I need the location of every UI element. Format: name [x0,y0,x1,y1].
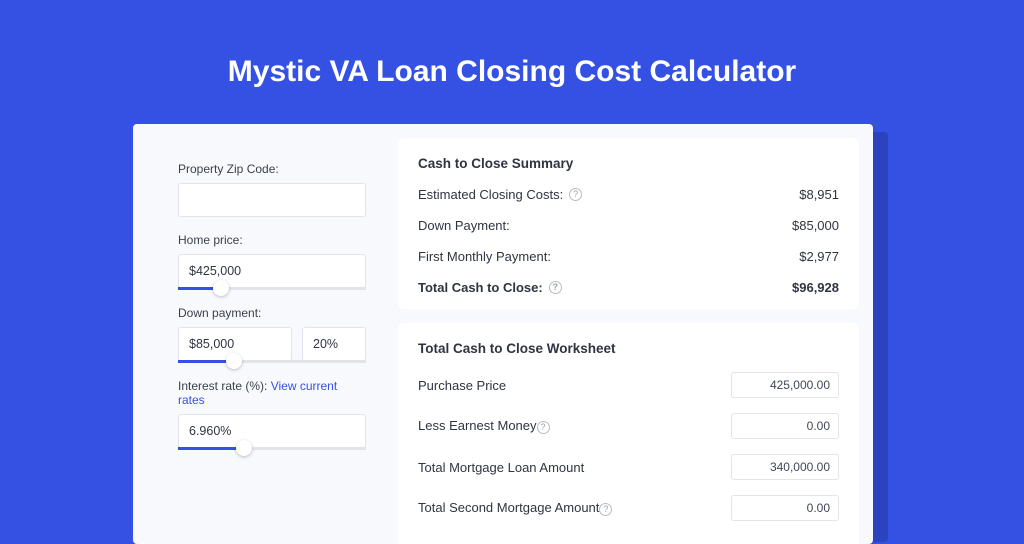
summary-row: Estimated Closing Costs:? $8,951 [418,187,839,202]
worksheet-panel: Total Cash to Close Worksheet Purchase P… [398,323,859,544]
worksheet-row-value[interactable]: 0.00 [731,495,839,521]
worksheet-row-label-text: Total Second Mortgage Amount [418,500,599,515]
worksheet-row: Less Earnest Money? 0.00 [418,413,839,439]
summary-row: Down Payment: $85,000 [418,218,839,233]
home-price-slider-thumb[interactable] [213,280,229,296]
calculator-card: Property Zip Code: Home price: Down paym… [133,124,873,544]
worksheet-row-label: Total Mortgage Loan Amount [418,460,584,475]
down-payment-slider[interactable] [178,360,366,363]
zip-label: Property Zip Code: [178,162,366,176]
down-payment-percent-input[interactable] [302,327,366,361]
inputs-column: Property Zip Code: Home price: Down paym… [133,124,388,544]
worksheet-row-label: Less Earnest Money? [418,418,550,434]
summary-row-label: First Monthly Payment: [418,249,551,264]
summary-row-label: Total Cash to Close:? [418,280,562,295]
down-payment-slider-thumb[interactable] [226,353,242,369]
home-price-input[interactable] [178,254,366,288]
summary-title: Cash to Close Summary [418,156,839,171]
down-payment-label: Down payment: [178,306,366,320]
worksheet-row: Total Mortgage Loan Amount 340,000.00 [418,454,839,480]
interest-rate-input[interactable] [178,414,366,448]
summary-row-value: $85,000 [792,218,839,233]
summary-row-value: $2,977 [799,249,839,264]
field-interest-rate: Interest rate (%): View current rates [178,379,366,450]
home-price-slider[interactable] [178,287,366,290]
worksheet-row-value[interactable]: 340,000.00 [731,454,839,480]
summary-row-label-text: First Monthly Payment: [418,249,551,264]
summary-row-label: Down Payment: [418,218,510,233]
field-down-payment: Down payment: [178,306,366,363]
home-price-label: Home price: [178,233,366,247]
worksheet-row-label-text: Less Earnest Money [418,418,537,433]
interest-rate-slider-thumb[interactable] [236,440,252,456]
summary-row-label-text: Estimated Closing Costs: [418,187,563,202]
interest-rate-label-text: Interest rate (%): [178,379,267,393]
interest-rate-label: Interest rate (%): View current rates [178,379,366,407]
summary-panel: Cash to Close Summary Estimated Closing … [398,138,859,309]
field-home-price: Home price: [178,233,366,290]
interest-rate-slider-fill [178,447,244,450]
summary-row-label-text: Down Payment: [418,218,510,233]
summary-row-label: Estimated Closing Costs:? [418,187,582,202]
summary-row: Total Cash to Close:? $96,928 [418,280,839,295]
worksheet-row-label-text: Purchase Price [418,378,506,393]
field-zip: Property Zip Code: [178,162,366,217]
worksheet-row-value[interactable]: 0.00 [731,413,839,439]
worksheet-row-label-text: Total Mortgage Loan Amount [418,460,584,475]
summary-row: First Monthly Payment: $2,977 [418,249,839,264]
results-column: Cash to Close Summary Estimated Closing … [388,124,873,544]
help-icon[interactable]: ? [537,421,550,434]
worksheet-row-label: Purchase Price [418,378,506,393]
worksheet-row-value[interactable]: 425,000.00 [731,372,839,398]
zip-input[interactable] [178,183,366,217]
worksheet-row: Total Second Mortgage Amount? 0.00 [418,495,839,521]
worksheet-row-label: Total Second Mortgage Amount? [418,500,612,516]
page-title: Mystic VA Loan Closing Cost Calculator [0,0,1024,119]
help-icon[interactable]: ? [569,188,582,201]
help-icon[interactable]: ? [599,503,612,516]
summary-row-label-text: Total Cash to Close: [418,280,543,295]
interest-rate-slider[interactable] [178,447,366,450]
worksheet-row: Purchase Price 425,000.00 [418,372,839,398]
worksheet-title: Total Cash to Close Worksheet [418,341,839,356]
summary-row-value: $96,928 [792,280,839,295]
summary-row-value: $8,951 [799,187,839,202]
help-icon[interactable]: ? [549,281,562,294]
